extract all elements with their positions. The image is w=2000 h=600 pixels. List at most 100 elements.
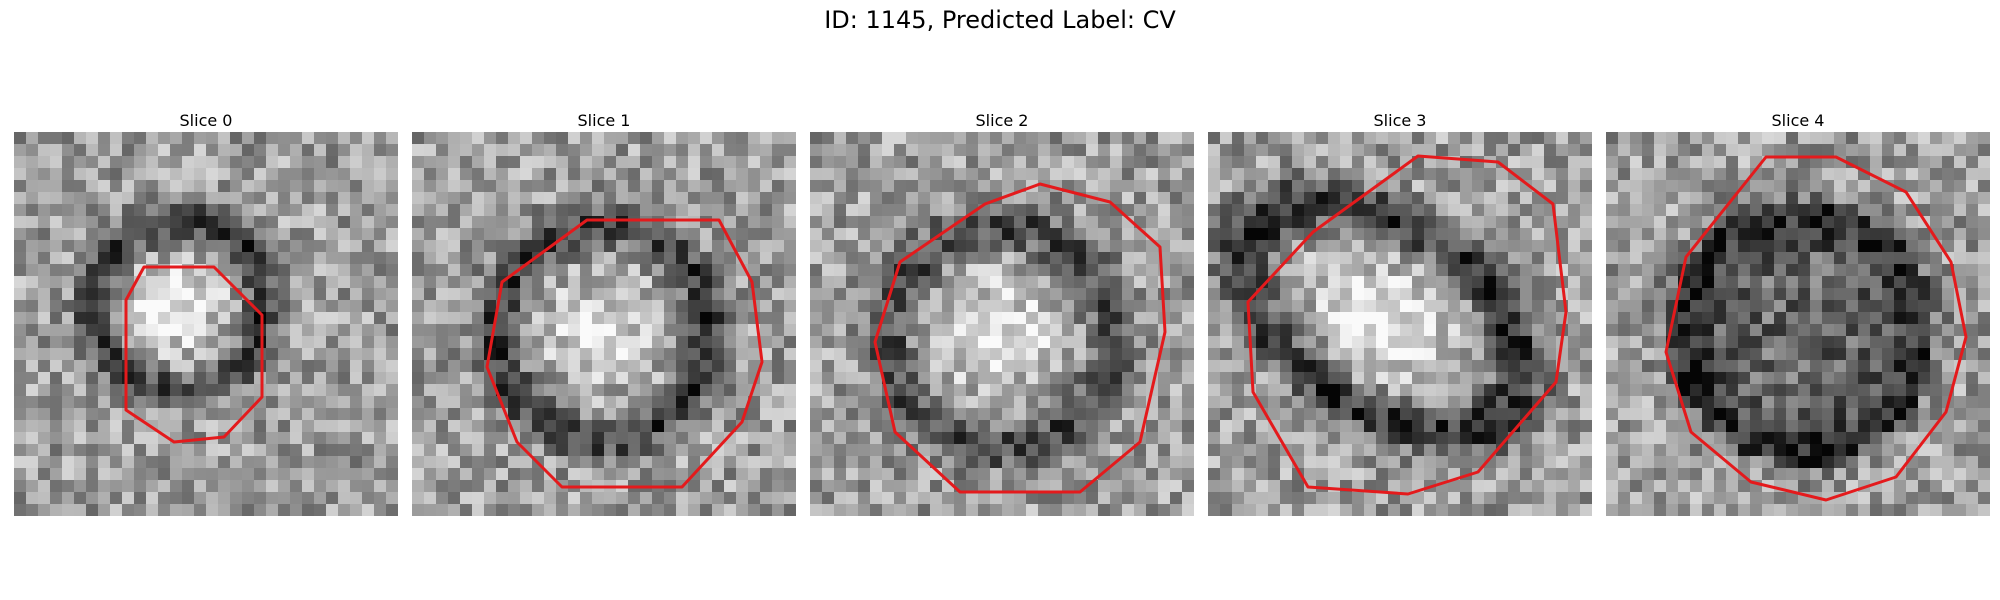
pixel bbox=[942, 204, 954, 216]
pixel bbox=[1678, 372, 1690, 384]
pixel bbox=[978, 228, 990, 240]
pixel bbox=[1376, 288, 1388, 300]
pixel bbox=[1568, 144, 1580, 156]
pixel bbox=[652, 312, 664, 324]
pixel bbox=[1014, 144, 1026, 156]
pixel bbox=[520, 228, 532, 240]
pixel bbox=[436, 300, 448, 312]
pixel bbox=[254, 504, 266, 516]
pixel bbox=[1436, 144, 1448, 156]
pixel bbox=[724, 492, 736, 504]
pixel bbox=[254, 288, 266, 300]
pixel bbox=[1086, 240, 1098, 252]
pixel bbox=[98, 144, 110, 156]
pixel bbox=[1232, 480, 1244, 492]
pixel bbox=[302, 192, 314, 204]
pixel bbox=[50, 372, 62, 384]
pixel bbox=[700, 468, 712, 480]
pixel bbox=[520, 216, 532, 228]
pixel bbox=[616, 324, 628, 336]
pixel bbox=[822, 156, 834, 168]
pixel bbox=[1208, 240, 1220, 252]
pixel bbox=[484, 408, 496, 420]
pixel bbox=[1606, 336, 1618, 348]
pixel bbox=[664, 204, 676, 216]
pixel bbox=[1690, 264, 1702, 276]
pixel bbox=[374, 420, 386, 432]
pixel bbox=[1544, 504, 1556, 516]
pixel bbox=[592, 432, 604, 444]
pixel bbox=[1062, 480, 1074, 492]
pixel bbox=[38, 384, 50, 396]
pixel bbox=[942, 456, 954, 468]
pixel bbox=[870, 132, 882, 144]
pixel bbox=[1388, 264, 1400, 276]
pixel bbox=[724, 180, 736, 192]
pixel bbox=[230, 264, 242, 276]
pixel bbox=[134, 336, 146, 348]
pixel bbox=[218, 336, 230, 348]
pixel bbox=[472, 156, 484, 168]
pixel bbox=[1762, 300, 1774, 312]
pixel bbox=[1810, 132, 1822, 144]
pixel bbox=[628, 492, 640, 504]
pixel bbox=[894, 456, 906, 468]
pixel bbox=[1618, 312, 1630, 324]
pixel bbox=[1304, 168, 1316, 180]
pixel bbox=[810, 456, 822, 468]
pixel bbox=[98, 312, 110, 324]
pixel bbox=[640, 264, 652, 276]
pixel bbox=[266, 300, 278, 312]
pixel bbox=[1292, 372, 1304, 384]
pixel bbox=[1508, 480, 1520, 492]
pixel bbox=[1110, 180, 1122, 192]
pixel bbox=[386, 168, 398, 180]
pixel bbox=[1580, 240, 1592, 252]
pixel bbox=[50, 180, 62, 192]
pixel bbox=[218, 240, 230, 252]
pixel bbox=[448, 240, 460, 252]
pixel bbox=[170, 468, 182, 480]
pixel bbox=[1472, 180, 1484, 192]
pixel bbox=[1026, 168, 1038, 180]
pixel bbox=[1714, 396, 1726, 408]
pixel bbox=[664, 408, 676, 420]
pixel bbox=[1256, 144, 1268, 156]
pixel bbox=[146, 216, 158, 228]
pixel bbox=[676, 192, 688, 204]
pixel bbox=[1122, 180, 1134, 192]
pixel bbox=[1098, 228, 1110, 240]
pixel bbox=[834, 324, 846, 336]
pixel bbox=[1026, 456, 1038, 468]
pixel bbox=[1496, 156, 1508, 168]
pixel bbox=[1750, 324, 1762, 336]
pixel bbox=[966, 180, 978, 192]
pixel bbox=[362, 156, 374, 168]
pixel bbox=[954, 156, 966, 168]
pixel bbox=[326, 336, 338, 348]
pixel bbox=[930, 216, 942, 228]
pixel bbox=[784, 468, 796, 480]
pixel bbox=[556, 288, 568, 300]
pixel bbox=[1292, 300, 1304, 312]
pixel bbox=[724, 372, 736, 384]
pixel bbox=[362, 336, 374, 348]
pixel bbox=[1654, 420, 1666, 432]
pixel bbox=[1882, 204, 1894, 216]
pixel bbox=[736, 204, 748, 216]
pixel bbox=[436, 420, 448, 432]
pixel bbox=[1340, 156, 1352, 168]
pixel bbox=[338, 396, 350, 408]
pixel bbox=[314, 504, 326, 516]
pixel bbox=[350, 192, 362, 204]
pixel bbox=[978, 168, 990, 180]
pixel bbox=[362, 192, 374, 204]
pixel bbox=[592, 168, 604, 180]
pixel bbox=[966, 192, 978, 204]
pixel bbox=[1472, 348, 1484, 360]
pixel bbox=[146, 192, 158, 204]
pixel bbox=[1786, 180, 1798, 192]
pixel bbox=[966, 360, 978, 372]
pixel bbox=[520, 336, 532, 348]
pixel bbox=[266, 312, 278, 324]
